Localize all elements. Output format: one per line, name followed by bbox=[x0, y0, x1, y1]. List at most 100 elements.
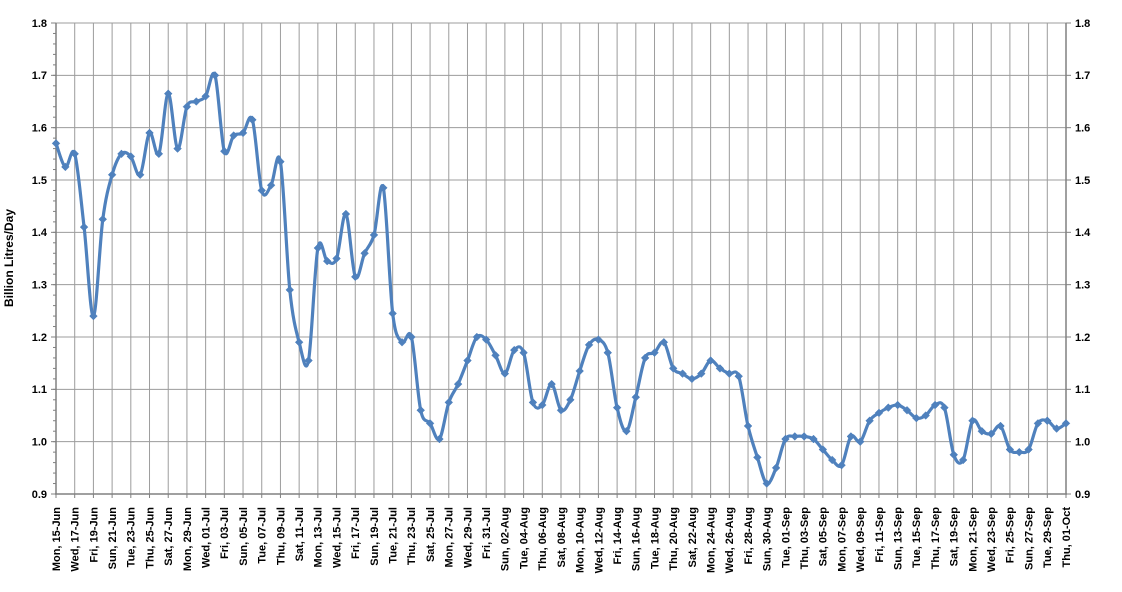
data-point-marker bbox=[220, 146, 229, 156]
y-tick-label-left: 1.3 bbox=[32, 280, 47, 292]
data-point-marker bbox=[921, 411, 930, 420]
data-point-marker bbox=[173, 144, 182, 153]
data-point-marker bbox=[968, 416, 977, 425]
y-tick-label-right: 1.3 bbox=[1075, 280, 1090, 292]
data-point-marker bbox=[388, 309, 397, 318]
data-point-marker bbox=[753, 453, 762, 462]
data-point-marker bbox=[304, 356, 313, 365]
x-tick-label: Sun, 05-Jul bbox=[238, 507, 250, 566]
data-point-marker bbox=[285, 285, 295, 295]
data-point-marker bbox=[996, 421, 1005, 431]
data-point-marker bbox=[809, 434, 818, 444]
data-point-marker bbox=[322, 256, 332, 266]
data-point-marker bbox=[827, 455, 837, 465]
data-point-marker bbox=[668, 364, 678, 373]
x-tick-label: Thu, 25-Jun bbox=[144, 507, 156, 569]
data-point-marker bbox=[332, 254, 341, 263]
x-tick-label: Fri, 28-Aug bbox=[743, 507, 755, 564]
data-point-marker bbox=[856, 437, 865, 446]
data-point-markers bbox=[51, 71, 1071, 488]
data-point-marker bbox=[940, 403, 949, 412]
data-point-marker bbox=[192, 97, 201, 106]
x-tick-label: Tue, 04-Aug bbox=[518, 507, 530, 569]
x-tick-label: Tue, 15-Sep bbox=[911, 507, 923, 568]
data-point-marker bbox=[453, 379, 463, 389]
data-point-marker bbox=[135, 170, 145, 180]
x-tick-label: Sat, 11-Jul bbox=[294, 507, 306, 561]
data-point-marker bbox=[631, 392, 641, 402]
y-tick-label-right: 1.7 bbox=[1075, 70, 1090, 82]
x-tick-label: Wed, 12-Aug bbox=[593, 507, 605, 573]
x-tick-label: Mon, 10-Aug bbox=[575, 507, 587, 573]
data-point-marker bbox=[949, 450, 959, 460]
x-tick-label: Sun, 16-Aug bbox=[631, 507, 643, 571]
y-tick-label-right: 1.6 bbox=[1075, 123, 1090, 135]
data-point-marker bbox=[70, 149, 79, 159]
data-point-marker bbox=[874, 408, 884, 418]
x-tick-label: Sun, 19-Jul bbox=[369, 507, 381, 566]
x-tick-label: Fri, 19-Jun bbox=[88, 507, 100, 563]
data-point-marker bbox=[584, 340, 594, 350]
data-point-marker bbox=[276, 157, 285, 166]
x-tick-label: Tue, 23-Jun bbox=[126, 507, 138, 568]
data-point-marker bbox=[481, 335, 491, 344]
x-tick-label: Fri, 31-Jul bbox=[481, 507, 493, 559]
data-point-marker bbox=[528, 398, 538, 407]
data-point-marker bbox=[640, 353, 650, 363]
data-point-marker bbox=[1014, 447, 1024, 457]
gridlines bbox=[55, 22, 1067, 495]
data-point-marker bbox=[594, 335, 603, 344]
x-tick-label: Sun, 30-Aug bbox=[762, 507, 774, 571]
data-point-marker bbox=[397, 337, 407, 347]
x-tick-label: Thu, 20-Aug bbox=[668, 507, 680, 571]
data-point-marker bbox=[98, 214, 108, 224]
data-point-marker bbox=[107, 170, 117, 180]
x-tick-label: Fri, 14-Aug bbox=[612, 507, 624, 564]
data-point-marker bbox=[51, 139, 61, 148]
x-tick-label: Tue, 01-Sep bbox=[780, 507, 792, 568]
x-tick-label: Tue, 29-Sep bbox=[1042, 507, 1054, 568]
x-tick-label: Mon, 24-Aug bbox=[705, 507, 717, 573]
x-tick-label: Thu, 03-Sep bbox=[799, 507, 811, 570]
data-point-marker bbox=[61, 162, 70, 172]
data-point-marker bbox=[799, 432, 809, 441]
y-tick-label-right: 1.1 bbox=[1075, 384, 1090, 396]
data-point-marker bbox=[912, 413, 921, 423]
x-tick-label: Wed, 01-Jul bbox=[200, 507, 212, 568]
data-point-marker bbox=[715, 364, 725, 373]
x-tick-label: Mon, 13-Jul bbox=[313, 507, 325, 568]
data-point-marker bbox=[846, 432, 856, 441]
x-tick-label: Mon, 15-Jun bbox=[51, 507, 63, 571]
data-point-marker bbox=[678, 369, 687, 378]
data-point-marker bbox=[743, 421, 753, 431]
x-tick-label: Sun, 13-Sep bbox=[893, 507, 905, 570]
y-tick-label-right: 1.5 bbox=[1075, 175, 1090, 187]
data-point-marker bbox=[257, 186, 266, 195]
data-point-marker bbox=[725, 369, 734, 378]
data-point-marker bbox=[781, 434, 790, 444]
x-tick-label: Mon, 07-Sep bbox=[836, 507, 848, 572]
y-tick-label-left: 1.1 bbox=[32, 384, 47, 396]
data-point-marker bbox=[734, 371, 743, 381]
data-point-marker bbox=[538, 400, 547, 410]
data-point-marker bbox=[360, 249, 369, 258]
data-point-marker bbox=[659, 337, 669, 347]
data-point-marker bbox=[407, 332, 416, 342]
x-tick-label: Mon, 21-Sep bbox=[967, 507, 979, 572]
data-point-marker bbox=[201, 92, 210, 101]
y-tick-label-left: 1.8 bbox=[32, 18, 47, 30]
x-tick-label: Mon, 29-Jun bbox=[182, 507, 194, 571]
data-point-marker bbox=[1061, 419, 1071, 428]
data-point-marker bbox=[650, 348, 659, 357]
data-point-marker bbox=[1005, 445, 1015, 454]
x-tick-label: Thu, 09-Jul bbox=[275, 507, 287, 565]
data-point-marker bbox=[369, 230, 379, 240]
data-point-marker bbox=[622, 426, 631, 436]
x-axis-labels: Mon, 15-Jun Wed, 17-Jun Fri, 19-Jun Sun, 21… bbox=[51, 507, 1073, 574]
tick-marks bbox=[51, 22, 1071, 498]
y-tick-label-right: 1.2 bbox=[1075, 332, 1090, 344]
data-point-marker bbox=[977, 426, 987, 436]
data-point-marker bbox=[294, 337, 304, 347]
y-tick-label-left: 1.5 bbox=[32, 175, 47, 187]
data-point-marker bbox=[986, 429, 996, 439]
